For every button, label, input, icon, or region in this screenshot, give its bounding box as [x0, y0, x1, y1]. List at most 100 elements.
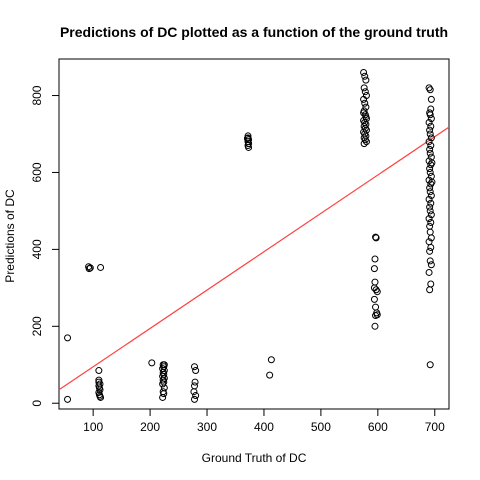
y-tick-label: 400 — [30, 239, 44, 259]
plot-frame — [58, 58, 450, 410]
data-point — [426, 145, 434, 153]
data-point — [362, 103, 370, 111]
data-point — [360, 68, 368, 76]
data-point — [427, 122, 435, 130]
data-point — [426, 228, 434, 236]
data-point — [86, 264, 94, 272]
data-point — [427, 243, 435, 251]
data-point — [191, 395, 199, 403]
data-point — [426, 222, 434, 230]
data-point — [370, 265, 378, 273]
data-point — [191, 363, 199, 371]
data-point — [427, 192, 435, 200]
data-point — [160, 361, 168, 369]
data-point — [426, 168, 434, 176]
data-point — [372, 303, 380, 311]
y-tick-label: 0 — [30, 400, 44, 407]
data-point — [160, 384, 168, 392]
data-point — [427, 261, 435, 269]
data-point — [245, 143, 253, 151]
x-axis-label: Ground Truth of DC — [202, 451, 307, 465]
chart-title: Predictions of DC plotted as a function … — [60, 24, 448, 40]
x-axis: 100 200 300 400 500 600 700 — [83, 408, 445, 434]
data-point — [426, 361, 434, 369]
data-point — [266, 371, 274, 379]
data-point — [426, 165, 434, 173]
x-tick-label: 500 — [311, 420, 331, 434]
data-point — [360, 95, 368, 103]
data-point — [371, 255, 379, 263]
data-point — [427, 280, 435, 288]
data-point — [159, 380, 167, 388]
data-point — [427, 218, 435, 226]
data-point — [371, 322, 379, 330]
data-point — [362, 138, 370, 146]
data-point — [425, 268, 433, 276]
data-point — [427, 134, 435, 142]
data-point — [361, 99, 369, 107]
data-point — [372, 312, 380, 320]
data-point — [426, 111, 434, 119]
x-tick-label: 300 — [197, 420, 217, 434]
data-point — [426, 257, 434, 265]
data-point — [97, 393, 105, 401]
data-point — [64, 334, 72, 342]
data-point — [426, 207, 434, 215]
data-point — [427, 211, 435, 219]
y-axis: 0 200 400 600 800 — [30, 85, 60, 407]
data-point — [159, 393, 167, 401]
data-point — [426, 86, 434, 94]
data-point — [192, 392, 200, 400]
data-point — [190, 388, 198, 396]
data-point — [425, 118, 433, 126]
data-point — [426, 203, 434, 211]
data-point — [160, 390, 168, 398]
data-point — [191, 378, 199, 386]
data-point — [372, 234, 380, 242]
data-point — [426, 130, 434, 138]
data-point — [426, 184, 434, 192]
data-point — [427, 234, 435, 242]
x-tick-label: 600 — [368, 420, 388, 434]
data-point — [370, 295, 378, 303]
data-point — [362, 76, 370, 84]
data-point — [192, 367, 200, 375]
data-point — [360, 84, 368, 92]
x-tick-label: 700 — [425, 420, 445, 434]
data-point — [361, 72, 369, 80]
data-point — [427, 142, 435, 150]
data-point — [97, 263, 105, 271]
data-point — [148, 359, 156, 367]
data-point — [425, 138, 433, 146]
y-tick-label: 800 — [30, 85, 44, 105]
data-point — [360, 140, 368, 148]
data-point — [64, 395, 72, 403]
x-tick-label: 400 — [254, 420, 274, 434]
data-point — [95, 378, 103, 386]
data-point — [85, 265, 93, 273]
data-point — [426, 188, 434, 196]
data-point — [428, 159, 436, 167]
data-point — [427, 105, 435, 113]
data-point — [191, 382, 199, 390]
y-tick-label: 600 — [30, 162, 44, 182]
fit-line-group — [58, 126, 450, 391]
y-tick-label: 200 — [30, 316, 44, 336]
data-point — [426, 286, 434, 294]
data-point — [362, 113, 370, 121]
data-point — [427, 115, 435, 123]
data-point — [371, 278, 379, 286]
regression-line — [58, 126, 450, 391]
data-point — [426, 247, 434, 255]
data-point — [243, 135, 251, 143]
x-tick-label: 100 — [83, 420, 103, 434]
data-point — [427, 199, 435, 207]
data-point — [428, 178, 436, 186]
data-point — [360, 109, 368, 117]
data-point — [427, 95, 435, 103]
data-point — [425, 195, 433, 203]
y-axis-label: Predictions of DC — [3, 189, 17, 283]
data-point — [373, 288, 381, 296]
points-group — [64, 68, 436, 403]
